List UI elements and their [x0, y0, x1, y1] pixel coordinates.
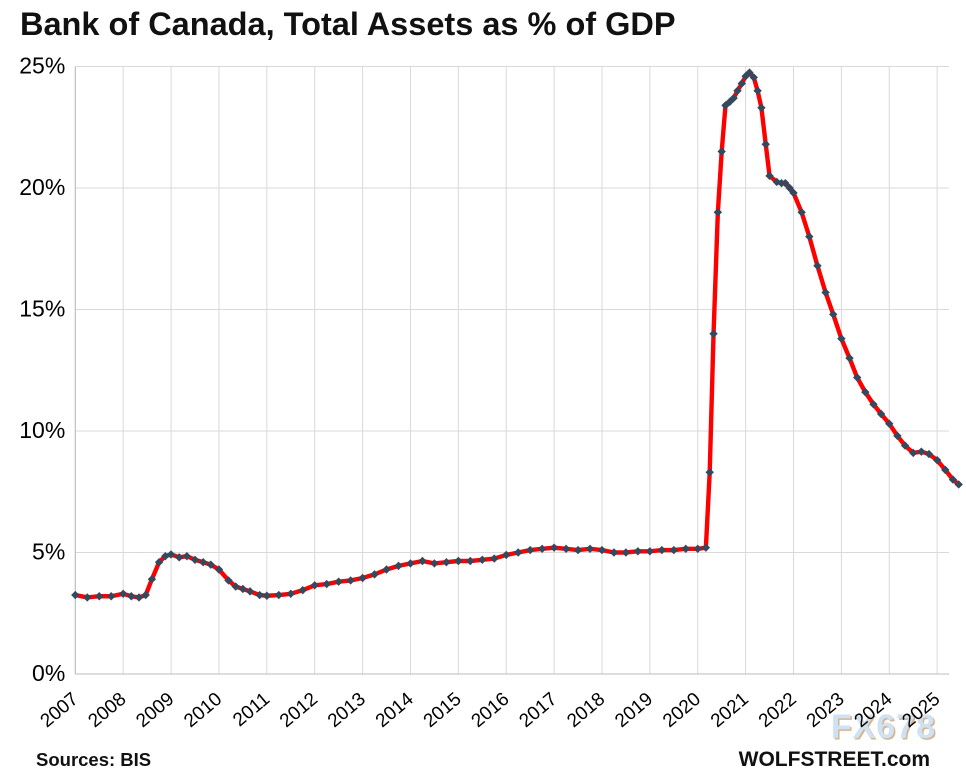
svg-text:15%: 15%	[19, 296, 65, 322]
svg-text:2020: 2020	[659, 689, 705, 732]
svg-text:2025: 2025	[898, 689, 944, 732]
svg-text:2011: 2011	[229, 689, 274, 731]
svg-text:2021: 2021	[707, 689, 753, 732]
svg-text:2019: 2019	[611, 689, 657, 732]
svg-text:2018: 2018	[563, 689, 609, 732]
svg-text:10%: 10%	[19, 417, 65, 443]
svg-text:2022: 2022	[755, 689, 801, 732]
svg-text:2016: 2016	[468, 689, 514, 732]
svg-text:2010: 2010	[180, 689, 226, 732]
svg-text:2013: 2013	[324, 689, 370, 732]
svg-text:20%: 20%	[19, 174, 65, 200]
svg-text:2023: 2023	[803, 689, 849, 732]
svg-text:5%: 5%	[32, 539, 65, 565]
svg-text:2012: 2012	[276, 689, 322, 732]
svg-text:2009: 2009	[132, 689, 178, 732]
svg-text:2007: 2007	[37, 689, 83, 732]
svg-text:25%: 25%	[19, 53, 65, 79]
svg-text:2014: 2014	[372, 688, 418, 732]
svg-text:2024: 2024	[851, 688, 897, 732]
svg-text:2015: 2015	[420, 689, 466, 732]
svg-text:0%: 0%	[32, 660, 65, 686]
svg-text:2008: 2008	[85, 689, 131, 732]
svg-text:2017: 2017	[515, 689, 561, 732]
